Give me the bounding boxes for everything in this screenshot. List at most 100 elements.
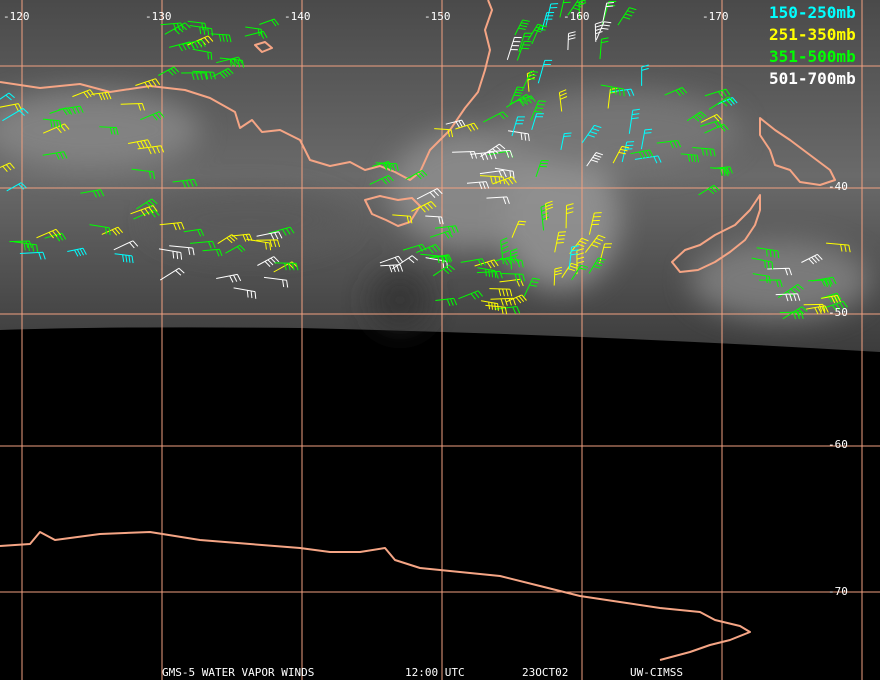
wind-barb bbox=[89, 224, 111, 235]
wind-barb bbox=[246, 238, 272, 251]
wind-barb bbox=[0, 92, 15, 101]
wind-barb bbox=[372, 161, 393, 170]
wind-barb bbox=[113, 240, 139, 251]
wind-barb bbox=[500, 258, 524, 268]
wind-barb bbox=[483, 111, 509, 123]
lon-label: -160 bbox=[563, 10, 590, 23]
wind-barb bbox=[216, 273, 242, 283]
wind-barb bbox=[612, 145, 630, 164]
wind-barb bbox=[19, 251, 46, 260]
wind-barb bbox=[434, 128, 454, 138]
lat-label: -70 bbox=[828, 585, 848, 598]
wind-barb bbox=[480, 143, 506, 158]
wind-barb bbox=[571, 264, 589, 281]
wind-barb bbox=[435, 297, 458, 306]
lat-label: -60 bbox=[828, 438, 848, 451]
wind-barb bbox=[210, 33, 232, 43]
wind-barb bbox=[42, 151, 68, 160]
wind-barb bbox=[537, 59, 553, 84]
wind-barb bbox=[599, 37, 609, 60]
wind-barb bbox=[159, 222, 185, 231]
wind-barb bbox=[2, 107, 29, 122]
legend: 150-250mb 251-350mb 351-500mb 501-700mb bbox=[769, 3, 856, 88]
wind-barb bbox=[160, 22, 184, 31]
wind-barb bbox=[561, 262, 579, 278]
wind-barb bbox=[257, 256, 280, 267]
wind-barb bbox=[713, 166, 733, 175]
wind-barb bbox=[777, 283, 804, 299]
wind-barb bbox=[505, 294, 527, 304]
wind-barb bbox=[560, 132, 572, 150]
wind-barb bbox=[140, 111, 165, 121]
wind-barb bbox=[217, 234, 238, 245]
wind-barb bbox=[508, 130, 530, 142]
wind-barb bbox=[756, 247, 780, 259]
wind-barb bbox=[535, 160, 549, 178]
legend-entry: 251-350mb bbox=[769, 25, 856, 44]
wind-barb bbox=[767, 267, 793, 276]
wind-barb bbox=[530, 100, 547, 121]
wind-barb bbox=[621, 141, 635, 163]
wind-barb bbox=[501, 273, 526, 282]
wind-barb bbox=[369, 175, 394, 185]
wind-barb bbox=[187, 20, 207, 31]
longitude-labels: -120 -130 -140 -150 -160 -170 bbox=[3, 10, 729, 23]
wind-barb bbox=[640, 128, 653, 150]
wind-barb bbox=[458, 290, 483, 300]
wind-barb bbox=[558, 89, 568, 112]
wind-barb bbox=[189, 25, 214, 36]
wind-barb bbox=[641, 64, 649, 86]
wind-barb bbox=[516, 40, 532, 61]
wind-barb bbox=[411, 201, 437, 213]
wind-barb bbox=[553, 266, 563, 286]
wind-barb bbox=[379, 255, 404, 264]
wind-barb bbox=[708, 96, 735, 110]
wind-barb bbox=[751, 257, 774, 270]
wind-barb bbox=[136, 198, 158, 210]
wind-barb bbox=[425, 215, 444, 225]
wind-barb bbox=[506, 36, 522, 61]
wind-barb bbox=[231, 233, 253, 242]
wind-barb bbox=[540, 203, 550, 231]
wind-barb bbox=[545, 3, 559, 26]
wind-barb bbox=[256, 239, 281, 248]
wind-barb bbox=[169, 245, 195, 256]
wind-barb bbox=[492, 176, 517, 186]
wind-barb bbox=[44, 232, 67, 242]
wind-barb bbox=[137, 145, 165, 155]
wind-barb bbox=[704, 88, 731, 98]
wind-barb bbox=[531, 25, 548, 45]
wind-barb bbox=[568, 245, 579, 270]
wind-barb bbox=[710, 167, 729, 177]
wind-barb bbox=[202, 248, 223, 257]
wind-barb bbox=[455, 122, 479, 132]
wind-barb bbox=[826, 242, 851, 253]
wind-barb bbox=[477, 267, 497, 278]
wind-barb bbox=[602, 2, 614, 23]
wind-barb bbox=[588, 212, 602, 235]
lon-label: -150 bbox=[424, 10, 451, 23]
wind-barb bbox=[42, 123, 70, 134]
legend-entry: 351-500mb bbox=[769, 47, 856, 66]
wind-barb bbox=[584, 234, 606, 253]
wind-barb bbox=[416, 244, 441, 254]
wind-barb bbox=[510, 86, 525, 103]
wind-barb bbox=[172, 178, 198, 188]
wind-barb bbox=[164, 22, 191, 35]
wind-barb bbox=[6, 182, 27, 192]
footer-time: 12:00 UTC bbox=[405, 666, 465, 679]
wind-barb bbox=[259, 18, 280, 27]
wind-barb bbox=[752, 273, 771, 284]
wind-barb bbox=[600, 84, 625, 97]
wind-barb bbox=[256, 231, 283, 241]
wind-barb bbox=[192, 70, 216, 80]
lon-label: -120 bbox=[3, 10, 30, 23]
wind-barb bbox=[120, 103, 145, 111]
wind-barb bbox=[489, 288, 513, 297]
wind-barb bbox=[452, 151, 478, 159]
wind-barb bbox=[268, 226, 295, 236]
wind-barb bbox=[431, 255, 451, 263]
wind-barb bbox=[822, 300, 848, 312]
footer-date: 23OCT02 bbox=[522, 666, 568, 679]
